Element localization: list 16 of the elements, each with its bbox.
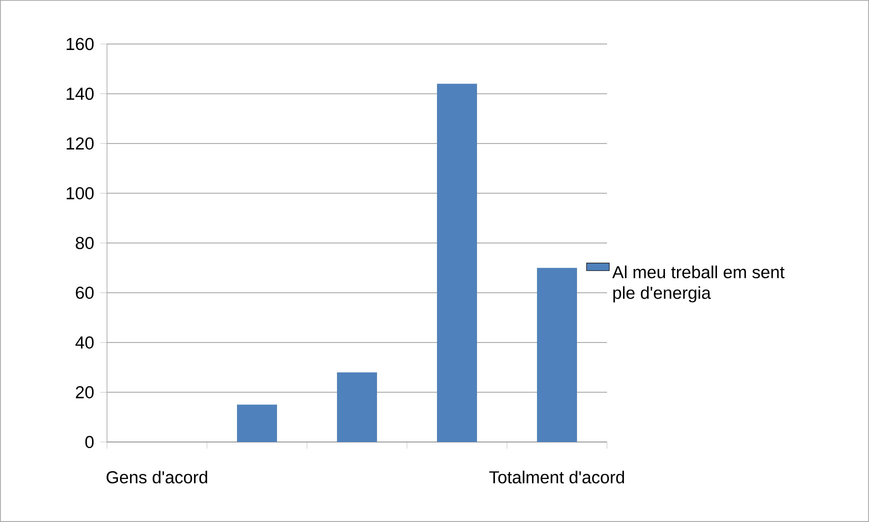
y-tick-label: 60 xyxy=(76,286,94,299)
y-tick-label: 100 xyxy=(66,187,94,200)
bar xyxy=(237,404,278,442)
y-tick-label: 40 xyxy=(75,336,94,349)
y-tick-label: 140 xyxy=(66,88,94,100)
bar xyxy=(537,268,577,442)
bar xyxy=(437,84,477,442)
y-tick-label: 20 xyxy=(76,386,94,398)
y-tick-label: 160 xyxy=(66,38,94,50)
legend-label: Al meu treball em sent ple d'energia xyxy=(612,266,784,302)
x-tick-label: Gens d'acord xyxy=(106,470,208,484)
y-tick-label: 80 xyxy=(76,236,94,250)
x-tick-label: Totalment d'acord xyxy=(489,470,624,484)
y-tick-label: 0 xyxy=(85,436,94,448)
bar xyxy=(337,372,377,442)
y-tick-label: 120 xyxy=(66,137,94,150)
